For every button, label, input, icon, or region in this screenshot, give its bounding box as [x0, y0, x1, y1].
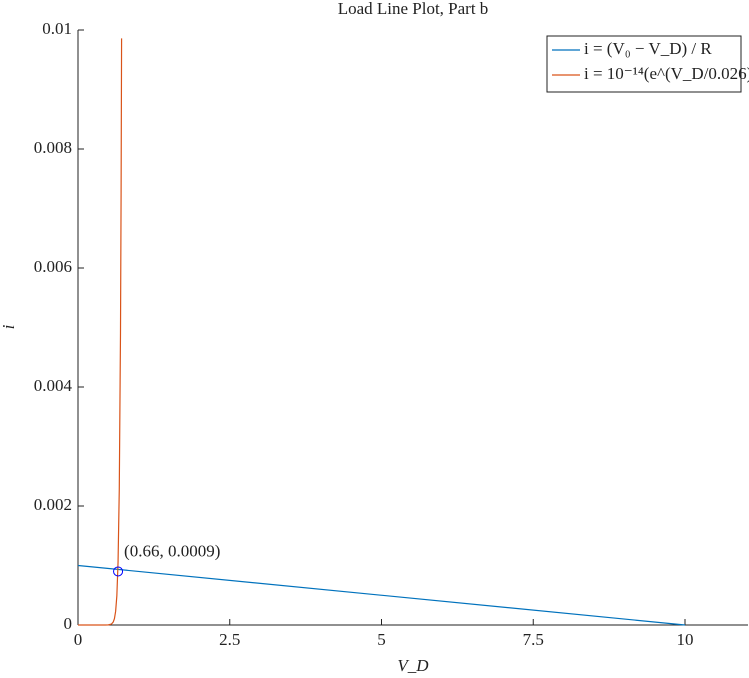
series-line [77, 564, 686, 626]
marker [113, 566, 124, 577]
y-tick-label: 0.01 [42, 19, 72, 38]
x-tick-label: 0 [74, 630, 83, 649]
x-tick-label: 2.5 [219, 630, 240, 649]
annotation: (0.66, 0.0009) [124, 541, 220, 560]
x-axis-label: V_D [397, 656, 429, 675]
y-axis-label: i [0, 324, 18, 329]
y-tick-label: 0.006 [34, 257, 72, 276]
legend-label: i = 10⁻¹⁴(e^(V_D/0.026) − 1) [584, 64, 749, 83]
y-tick-label: 0.002 [34, 495, 72, 514]
legend-box [546, 35, 742, 93]
series-line [78, 38, 123, 626]
x-tick-label: 7.5 [523, 630, 544, 649]
y-tick-label: 0.008 [34, 138, 72, 157]
x-tick-label: 10 [677, 630, 694, 649]
y-tick-label: 0.004 [34, 376, 73, 395]
y-tick-label: 0 [64, 614, 73, 633]
legend-label: i = (V₀ − V_D) / R [584, 39, 712, 58]
x-tick-label: 5 [377, 630, 386, 649]
chart-title: Load Line Plot, Part b [338, 0, 489, 18]
